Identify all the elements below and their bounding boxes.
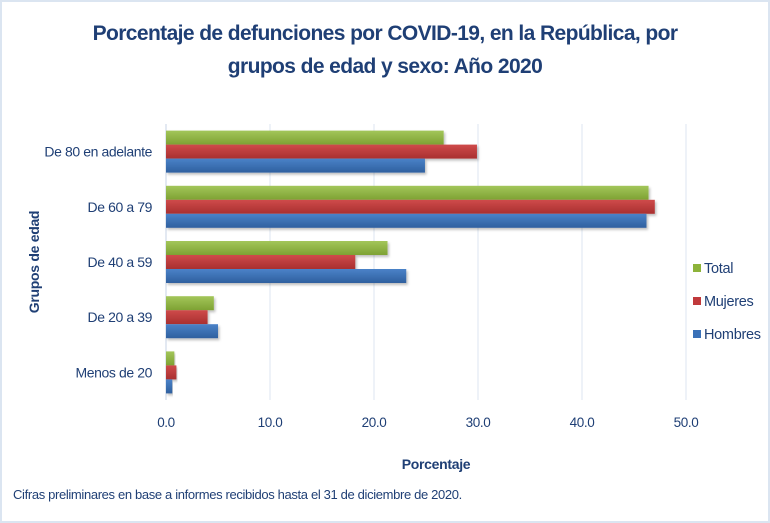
x-tick-label: 50.0 xyxy=(674,415,699,430)
bar-total xyxy=(166,185,649,200)
x-axis-title: Porcentaje xyxy=(402,456,471,472)
y-axis-title: Grupos de edad xyxy=(26,211,42,313)
legend-swatch-hombres xyxy=(693,330,701,338)
x-tick-label: 0.0 xyxy=(157,415,175,430)
x-tick-label: 20.0 xyxy=(362,415,387,430)
bar-hombres xyxy=(166,158,425,173)
chart-title-line-1: Porcentaje de defunciones por COVID-19, … xyxy=(92,22,678,45)
bar-total xyxy=(166,296,214,311)
legend-swatch-mujeres xyxy=(693,297,701,305)
legend: Total Mujeres Hombres xyxy=(693,261,761,343)
category-label: De 40 a 59 xyxy=(88,254,153,270)
bar-hombres xyxy=(166,213,647,228)
category-labels: De 80 en adelante De 60 a 79 De 40 a 59 De … xyxy=(44,144,153,381)
bar-hombres xyxy=(166,324,218,339)
category-label: Menos de 20 xyxy=(75,364,152,380)
category-label: De 80 en adelante xyxy=(44,144,152,160)
category-label: De 60 a 79 xyxy=(88,199,153,215)
bars xyxy=(166,130,655,394)
x-tick-label: 30.0 xyxy=(466,415,491,430)
legend-label-mujeres: Mujeres xyxy=(704,294,754,310)
bar-mujeres xyxy=(166,310,208,325)
bar-mujeres xyxy=(166,255,356,269)
legend-label-total: Total xyxy=(704,261,733,277)
bar-mujeres xyxy=(166,365,177,380)
bar-total xyxy=(166,130,444,145)
x-tick-label: 10.0 xyxy=(258,415,283,430)
bar-hombres xyxy=(166,269,407,283)
category-label: De 20 a 39 xyxy=(88,309,153,325)
bar-hombres xyxy=(166,379,173,394)
bar-mujeres xyxy=(166,199,655,214)
legend-swatch-total xyxy=(693,264,701,272)
bar-mujeres xyxy=(166,144,477,159)
footnote: Cifras preliminares en base a informes r… xyxy=(13,487,462,502)
chart-title-line-2: grupos de edad y sexo: Año 2020 xyxy=(227,55,543,78)
x-tick-labels: 0.0 10.0 20.0 30.0 40.0 50.0 xyxy=(157,415,699,430)
legend-label-hombres: Hombres xyxy=(704,327,761,343)
bar-total xyxy=(166,241,388,255)
x-tick-label: 40.0 xyxy=(570,415,595,430)
bar-total xyxy=(166,351,175,366)
